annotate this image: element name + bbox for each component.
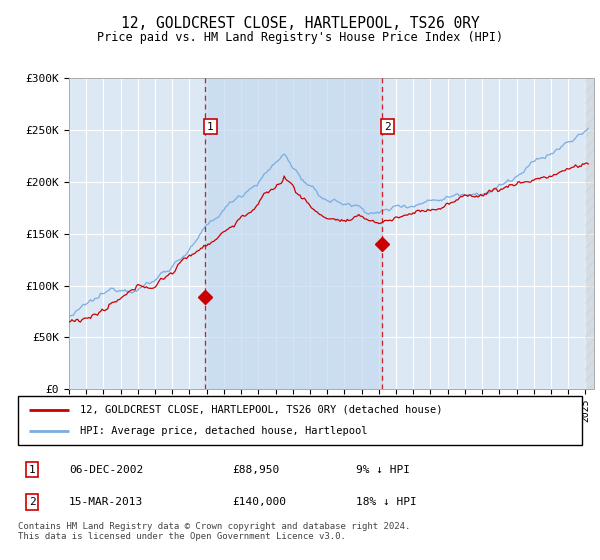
Text: HPI: Average price, detached house, Hartlepool: HPI: Average price, detached house, Hart… — [80, 426, 368, 436]
Text: 12, GOLDCREST CLOSE, HARTLEPOOL, TS26 0RY (detached house): 12, GOLDCREST CLOSE, HARTLEPOOL, TS26 0R… — [80, 405, 443, 415]
Bar — [205, 78, 382, 389]
Text: £140,000: £140,000 — [232, 497, 286, 507]
Text: Price paid vs. HM Land Registry's House Price Index (HPI): Price paid vs. HM Land Registry's House … — [97, 31, 503, 44]
Bar — [586, 78, 594, 389]
Text: 1: 1 — [207, 122, 214, 132]
Text: 12, GOLDCREST CLOSE, HARTLEPOOL, TS26 0RY: 12, GOLDCREST CLOSE, HARTLEPOOL, TS26 0R… — [121, 16, 479, 31]
Text: Contains HM Land Registry data © Crown copyright and database right 2024.
This d: Contains HM Land Registry data © Crown c… — [18, 522, 410, 542]
Text: 2: 2 — [29, 497, 35, 507]
Text: 18% ↓ HPI: 18% ↓ HPI — [356, 497, 417, 507]
Text: 06-DEC-2002: 06-DEC-2002 — [69, 465, 143, 475]
Text: 2: 2 — [384, 122, 391, 132]
Text: 15-MAR-2013: 15-MAR-2013 — [69, 497, 143, 507]
Text: £88,950: £88,950 — [232, 465, 280, 475]
Text: 9% ↓ HPI: 9% ↓ HPI — [356, 465, 410, 475]
FancyBboxPatch shape — [18, 396, 582, 445]
Text: 1: 1 — [29, 465, 35, 475]
